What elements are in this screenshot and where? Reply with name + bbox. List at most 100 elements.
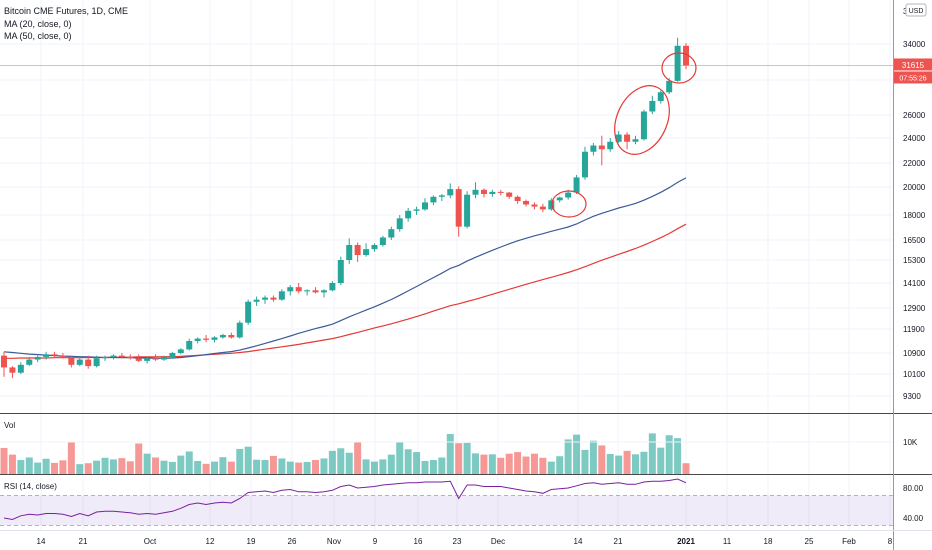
candle-body [144,358,151,361]
volume-bar [84,463,92,474]
time-tick-label: 26 [288,537,297,546]
candle-body [304,290,311,292]
time-tick-label: 11 [723,537,732,546]
volume-bar [362,459,370,474]
time-tick-label: 21 [79,537,88,546]
time-tick-label: 14 [574,537,583,546]
candle-body [607,141,614,150]
volume-bar [67,441,75,474]
price-tick-label: 12900 [903,304,926,313]
candle-body [649,101,656,112]
volume-bar [674,438,682,474]
volume-bar [278,458,286,474]
volume-bar [135,443,143,474]
volume-bar [396,441,404,474]
volume-bar [632,454,639,474]
candle-body [657,92,664,101]
ma50-legend[interactable]: MA (50, close, 0) [4,31,72,41]
volume-bar [93,460,101,474]
rsi-line [3,478,687,521]
time-tick-label: Feb [842,537,856,546]
volume-bar [185,451,193,474]
candle-body [152,358,159,360]
candle-body [422,202,428,210]
currency-label: USD [909,8,924,15]
price-tick-label: 10900 [903,349,926,358]
candle-body [26,359,33,365]
candle-body [329,283,336,291]
candle-body [93,358,100,367]
volume-bar [522,456,530,474]
grid-lines [0,0,893,530]
volume-bar [573,434,581,474]
time-axis-labels: 14 21 Oct 12 19 26 Nov 9 16 23 Dec 14 21 2021 11 18 25 Fe… [37,537,893,546]
candle-body [480,189,487,194]
volume-bar [530,453,538,474]
candle-body [262,297,269,300]
volume-bar [615,455,623,474]
candle-body [160,356,167,360]
time-tick-label: 25 [805,537,814,546]
volume-tick-label: 10K [903,438,918,447]
volume-bar [261,460,269,474]
volume-bar [0,447,8,474]
volume-bar [429,460,437,474]
price-tick-label: 18000 [903,211,926,220]
volume-bar [312,460,320,474]
volume-bar [438,457,446,474]
rsi-label: RSI (14, close) [4,482,57,491]
volume-bar [328,450,336,474]
volume-bar [118,458,126,474]
candle-body [573,177,580,193]
volume-bar [42,458,50,474]
candle-body [683,45,690,66]
chart-title: Bitcoin CME Futures, 1D, CME [4,6,129,16]
candle-body [245,301,252,323]
volume-bar [194,460,202,474]
rsi-tick-label: 40.00 [903,514,924,523]
volume-bar [488,454,496,474]
candle-body [497,191,504,193]
volume-bar [463,442,471,474]
volume-bar [665,435,673,474]
candle-body [371,245,378,250]
candle-body [666,80,673,93]
candle-body [236,322,243,338]
candle-body [472,189,479,195]
volume-bar [126,461,134,474]
volume-bar [472,453,480,474]
candle-body [59,355,66,357]
volume-bar [606,454,614,474]
volume-bar [648,433,656,474]
volume-bar [640,451,648,474]
candle-body [177,349,184,353]
volume-bar [539,457,547,474]
price-tick-label: 15300 [903,256,926,265]
ma20-legend[interactable]: MA (20, close, 0) [4,19,72,29]
candle-body [354,245,361,255]
price-tick-label: 9300 [903,392,921,401]
candle-body [514,196,521,201]
volume-bar [589,440,597,474]
volume-bar [25,457,33,474]
candle-body [640,111,647,140]
volume-bar [345,452,353,474]
volume-bar [227,461,235,474]
price-tags: 31615 07:55:26 [0,58,932,84]
time-tick-label: 14 [37,537,46,546]
volume-bar [160,460,168,474]
volume-bar [59,460,67,474]
time-tick-label: 16 [414,537,423,546]
price-tick-label: 22000 [903,159,926,168]
candle-body [228,335,235,338]
volume-bar [236,448,244,474]
candle-body [388,229,395,238]
candle-body [68,356,75,365]
candle-body [624,134,631,142]
volume-bar [446,434,454,474]
candle-body [320,290,327,293]
volume-bar [320,458,328,474]
price-axis-labels: 9300 10100 10900 11900 12900 14100 15300 16500 1… [903,3,927,401]
candle-body [539,206,546,210]
